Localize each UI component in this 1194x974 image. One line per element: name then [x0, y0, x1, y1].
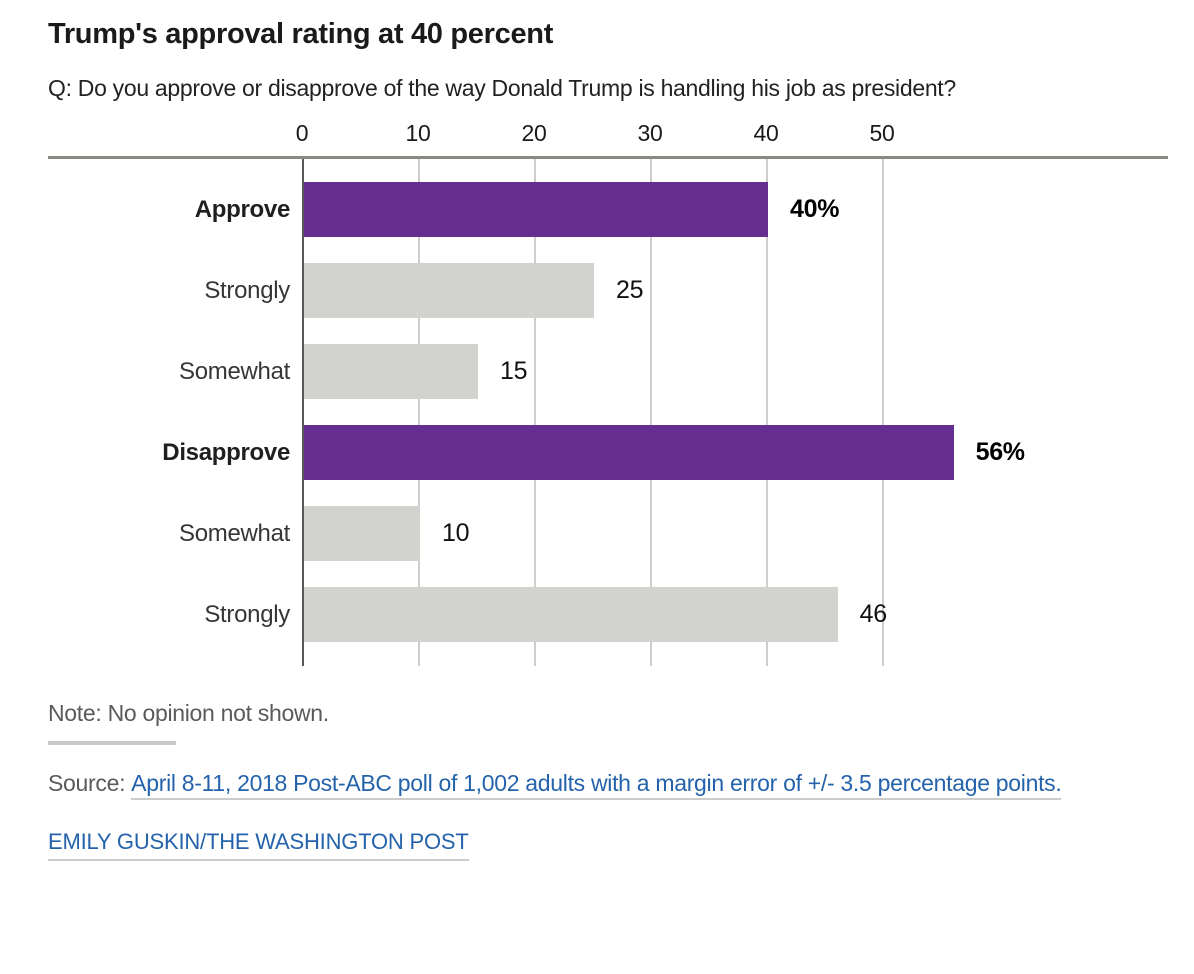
bar-value-0: 40% — [790, 195, 840, 223]
bar-label-strongly-5: Strongly — [204, 601, 290, 628]
gridline-30 — [650, 159, 652, 666]
bar-label-somewhat-4: Somewhat — [179, 520, 290, 547]
x-axis-tick-40: 40 — [753, 120, 779, 146]
plot-area: Approve 40% Strongly 25 Somewhat 15 Disapprove… — [48, 159, 1168, 666]
bar-label-strongly-1: Strongly — [204, 277, 290, 304]
bar-somewhat-4 — [304, 506, 420, 561]
bar-strongly-5 — [304, 587, 838, 642]
bar-value-1: 25 — [616, 276, 644, 304]
bar-strongly-1 — [304, 263, 594, 318]
chart-question: Q: Do you approve or disapprove of the w… — [48, 75, 956, 101]
divider-rule — [48, 741, 176, 745]
bar-approve-0 — [304, 182, 768, 237]
x-axis-tick-50: 50 — [869, 120, 895, 146]
bar-chart: 0 10 20 30 40 50 Approve 40% Strongly 25 Somewhat… — [48, 118, 1168, 666]
x-axis-tick-20: 20 — [521, 120, 547, 146]
source-label: Source: — [48, 770, 126, 796]
bar-label-approve-0: Approve — [194, 196, 291, 223]
x-axis-tick-10: 10 — [405, 120, 431, 146]
note-text: Note: No opinion not shown. — [48, 700, 329, 726]
bar-somewhat-2 — [304, 344, 478, 399]
bar-label-somewhat-2: Somewhat — [179, 358, 290, 385]
source-link[interactable]: April 8-11, 2018 Post-ABC poll of 1,002 … — [131, 770, 1062, 800]
x-axis-tick-0: 0 — [295, 120, 309, 146]
gridline-0 — [302, 159, 304, 666]
bar-value-3: 56% — [975, 438, 1025, 466]
bar-label-disapprove-3: Disapprove — [162, 439, 290, 466]
chart-card: Trump's approval rating at 40 percent Q:… — [48, 18, 1168, 861]
bar-disapprove-3 — [304, 425, 954, 480]
x-axis-line — [48, 156, 1168, 159]
bar-value-2: 15 — [500, 357, 528, 385]
x-axis: 0 10 20 30 40 50 — [48, 118, 1168, 156]
gridline-40 — [766, 159, 768, 666]
source-line: Source: April 8-11, 2018 Post-ABC poll of… — [48, 759, 1168, 807]
credit-link[interactable]: EMILY GUSKIN/THE WASHINGTON POST — [48, 827, 469, 861]
bar-value-4: 10 — [442, 519, 470, 547]
chart-title: Trump's approval rating at 40 percent — [48, 18, 554, 50]
gridline-50 — [882, 159, 884, 666]
bar-value-5: 46 — [859, 600, 888, 628]
gridline-20 — [534, 159, 536, 666]
x-axis-tick-30: 30 — [637, 120, 663, 146]
gridline-10 — [418, 159, 420, 666]
